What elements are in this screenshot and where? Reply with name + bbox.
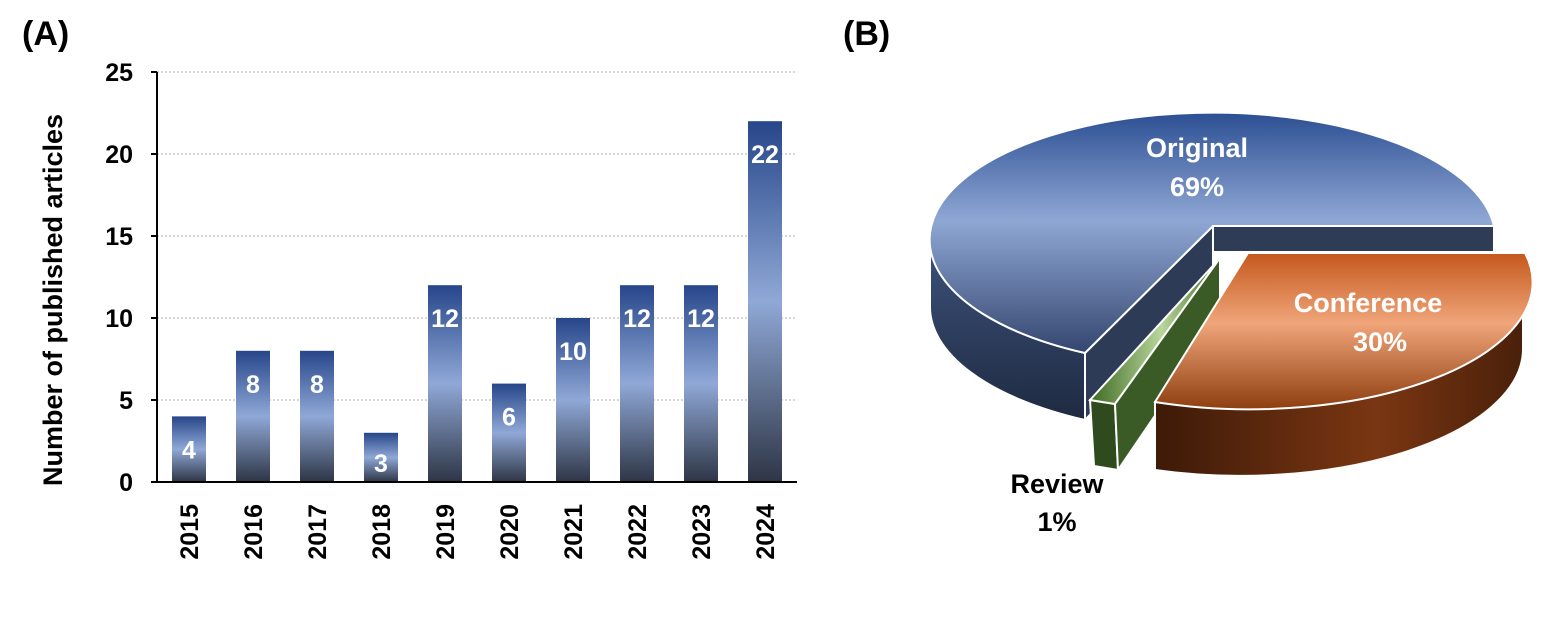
bar-data-label: 3 bbox=[374, 450, 388, 478]
bar bbox=[428, 285, 462, 482]
bar bbox=[556, 318, 590, 482]
x-tick-label: 2015 bbox=[176, 504, 204, 560]
pie-label-review: Review bbox=[1010, 469, 1104, 499]
pie-slice-original bbox=[928, 111, 1496, 355]
bar bbox=[620, 285, 654, 482]
x-tick-label: 2024 bbox=[752, 504, 780, 560]
pie-slice-conference bbox=[1153, 252, 1534, 411]
y-tick-label: 0 bbox=[119, 469, 133, 497]
bar-data-label: 6 bbox=[502, 404, 516, 432]
x-tick-label: 2017 bbox=[304, 504, 332, 560]
x-tick-label: 2020 bbox=[496, 504, 524, 560]
pie-label-original: Original bbox=[1146, 133, 1248, 163]
bar-data-label: 22 bbox=[751, 141, 779, 169]
bar bbox=[300, 350, 334, 482]
bar bbox=[492, 383, 526, 482]
bar-data-label: 8 bbox=[246, 371, 260, 399]
bar-data-label: 8 bbox=[310, 371, 324, 399]
x-tick-label: 2022 bbox=[624, 504, 652, 560]
panel-label-b: (B) bbox=[843, 15, 890, 53]
x-tick-label: 2023 bbox=[688, 504, 716, 560]
pie-percent-original: 69% bbox=[1170, 172, 1224, 202]
y-tick-label: 15 bbox=[105, 223, 133, 251]
x-tick-label: 2019 bbox=[432, 504, 460, 560]
bar-data-label: 12 bbox=[687, 305, 715, 333]
pie-chart: Original 69% Conference 30% Review 1% bbox=[928, 111, 1534, 537]
pie-label-conference: Conference bbox=[1294, 288, 1443, 318]
y-tick-label: 20 bbox=[105, 141, 133, 169]
pie-slice-original-cut bbox=[1212, 225, 1495, 253]
bar-data-label: 12 bbox=[623, 305, 651, 333]
y-axis-ticks: 0 5 10 15 20 25 bbox=[105, 59, 157, 497]
y-tick-label: 10 bbox=[105, 305, 133, 333]
pie-slice-review-side bbox=[1088, 398, 1120, 472]
y-tick-label: 25 bbox=[105, 59, 133, 87]
bar bbox=[364, 432, 398, 482]
bar-data-label: 12 bbox=[431, 305, 459, 333]
x-axis-ticks: 2015 2016 2017 2018 2019 2020 2021 2022 2023 2024 bbox=[176, 504, 780, 560]
bar bbox=[236, 350, 270, 482]
x-tick-label: 2018 bbox=[368, 504, 396, 560]
pie-percent-review: 1% bbox=[1037, 507, 1076, 537]
bar bbox=[684, 285, 718, 482]
x-tick-label: 2016 bbox=[240, 504, 268, 560]
bar bbox=[172, 416, 206, 482]
bar bbox=[748, 121, 782, 482]
panel-label-a: (A) bbox=[22, 15, 69, 53]
y-tick-label: 5 bbox=[119, 387, 133, 415]
x-tick-label: 2021 bbox=[560, 504, 588, 560]
bar-data-label: 4 bbox=[182, 436, 196, 464]
bar-data-label: 10 bbox=[559, 338, 587, 366]
bars: 4 8 8 3 12 6 10 12 12 22 bbox=[172, 121, 782, 482]
y-axis-title: Number of published articles bbox=[38, 114, 68, 486]
pie-percent-conference: 30% bbox=[1353, 327, 1407, 357]
